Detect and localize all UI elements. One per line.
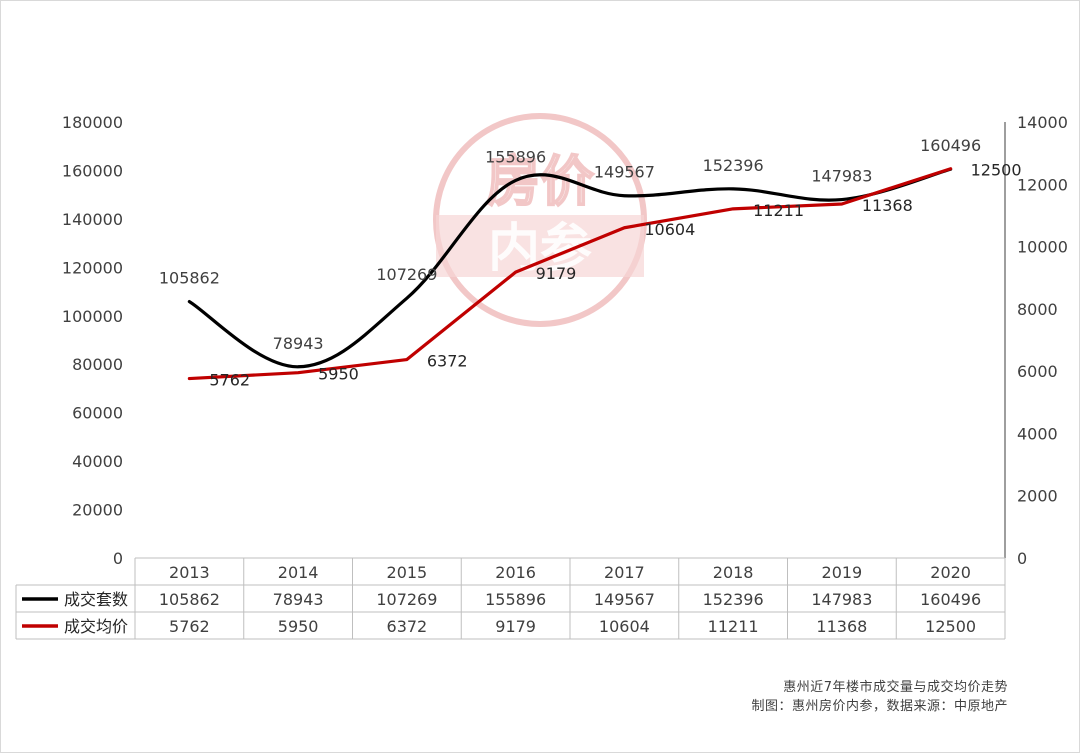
table-cell-value: 105862 xyxy=(159,590,220,609)
legend-label: 成交套数 xyxy=(64,590,128,609)
data-label: 152396 xyxy=(703,156,764,175)
data-label: 107269 xyxy=(376,265,437,284)
table-cell-value: 12500 xyxy=(925,617,976,636)
y-left-tick-label: 60000 xyxy=(72,404,123,423)
table-cell-value: 9179 xyxy=(495,617,536,636)
data-label: 160496 xyxy=(920,136,981,155)
x-category-label: 2017 xyxy=(604,563,645,582)
x-category-label: 2013 xyxy=(169,563,210,582)
y-left-tick-label: 100000 xyxy=(62,307,123,326)
data-label: 149567 xyxy=(594,163,655,182)
y-left-tick-label: 180000 xyxy=(62,113,123,132)
y-right-tick-label: 2000 xyxy=(1017,487,1058,506)
data-label: 105862 xyxy=(159,269,220,288)
y-left-tick-label: 0 xyxy=(113,549,123,568)
legend-label: 成交均价 xyxy=(64,617,128,636)
x-category-label: 2018 xyxy=(713,563,754,582)
table-cell-value: 10604 xyxy=(599,617,650,636)
x-category-label: 2014 xyxy=(278,563,319,582)
data-label: 10604 xyxy=(644,220,695,239)
y-left-tick-label: 40000 xyxy=(72,452,123,471)
series-line xyxy=(187,167,953,369)
data-label: 11368 xyxy=(862,196,913,215)
table-cell-value: 5762 xyxy=(169,617,210,636)
data-label: 78943 xyxy=(273,334,324,353)
y-left-tick-label: 120000 xyxy=(62,258,123,277)
table-cell-value: 5950 xyxy=(278,617,319,636)
y-right-tick-label: 12000 xyxy=(1017,175,1068,194)
table-cell-value: 152396 xyxy=(703,590,764,609)
data-label: 147983 xyxy=(811,167,872,186)
table-cell-value: 149567 xyxy=(594,590,655,609)
data-label: 6372 xyxy=(427,352,468,371)
y-left-tick-label: 80000 xyxy=(72,355,123,374)
data-label: 5950 xyxy=(318,365,359,384)
x-category-label: 2019 xyxy=(822,563,863,582)
y-right-tick-label: 14000 xyxy=(1017,113,1068,132)
data-label: 5762 xyxy=(209,371,250,390)
y-left-tick-label: 140000 xyxy=(62,210,123,229)
y-left-tick-label: 20000 xyxy=(72,501,123,520)
table-cell-value: 155896 xyxy=(485,590,546,609)
y-left-tick-label: 160000 xyxy=(62,161,123,180)
data-label: 155896 xyxy=(485,147,546,166)
table-cell-value: 78943 xyxy=(273,590,324,609)
x-category-label: 2016 xyxy=(495,563,536,582)
data-label: 12500 xyxy=(971,161,1022,180)
table-cell-value: 11211 xyxy=(708,617,759,636)
table-cell-value: 160496 xyxy=(920,590,981,609)
data-label: 11211 xyxy=(753,201,804,220)
table-cell-value: 107269 xyxy=(376,590,437,609)
table-cell-value: 147983 xyxy=(811,590,872,609)
chart-caption: 惠州近7年楼市成交量与成交均价走势 xyxy=(783,680,1008,695)
data-label: 9179 xyxy=(536,264,577,283)
y-right-tick-label: 0 xyxy=(1017,549,1027,568)
series-line xyxy=(187,167,953,381)
table-cell-value: 6372 xyxy=(387,617,428,636)
y-right-tick-label: 6000 xyxy=(1017,362,1058,381)
x-category-label: 2015 xyxy=(387,563,428,582)
chart-credit: 制图：惠州房价内参，数据来源：中原地产 xyxy=(751,699,1008,714)
y-right-tick-label: 8000 xyxy=(1017,300,1058,319)
table-cell-value: 11368 xyxy=(816,617,867,636)
watermark-band xyxy=(436,215,644,277)
y-right-tick-label: 4000 xyxy=(1017,424,1058,443)
x-category-label: 2020 xyxy=(930,563,971,582)
y-right-tick-label: 10000 xyxy=(1017,238,1068,257)
